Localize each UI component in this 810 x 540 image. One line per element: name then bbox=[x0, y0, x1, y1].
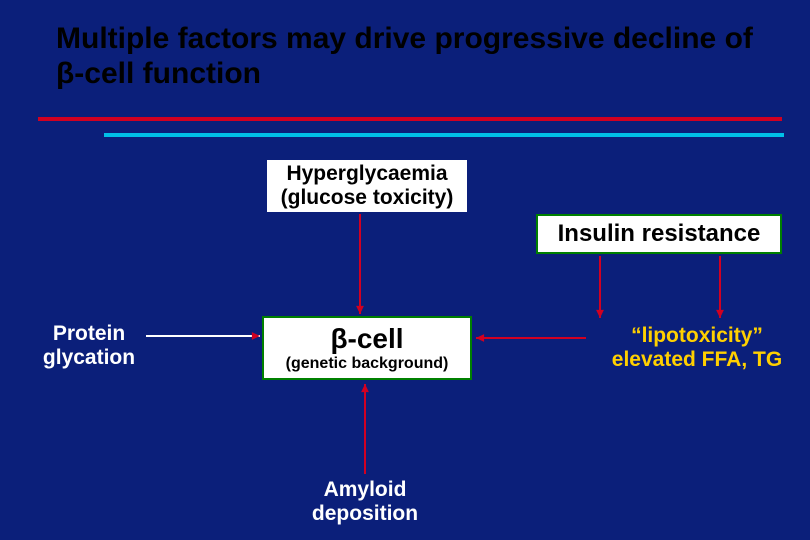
node-beta-cell: β-cell (genetic background) bbox=[262, 316, 472, 380]
node-protein-glycation: Protein glycation bbox=[34, 322, 144, 370]
rule-red bbox=[38, 117, 782, 121]
node-hyperglycaemia: Hyperglycaemia (glucose toxicity) bbox=[267, 160, 467, 212]
node-amyloid-line1: Amyloid bbox=[300, 478, 430, 502]
node-protein-line1: Protein bbox=[34, 322, 144, 346]
node-beta-cell-line2: (genetic background) bbox=[286, 355, 449, 373]
node-insulin-resistance-text: Insulin resistance bbox=[558, 220, 761, 248]
node-insulin-resistance: Insulin resistance bbox=[536, 214, 782, 254]
slide: Multiple factors may drive progressive d… bbox=[0, 0, 810, 540]
node-protein-line2: glycation bbox=[34, 346, 144, 370]
rule-cyan bbox=[104, 133, 784, 137]
node-amyloid-line2: deposition bbox=[300, 502, 430, 526]
node-hyperglycaemia-line1: Hyperglycaemia bbox=[286, 162, 447, 186]
node-amyloid: Amyloid deposition bbox=[300, 478, 430, 526]
node-hyperglycaemia-line2: (glucose toxicity) bbox=[281, 186, 454, 210]
node-beta-cell-line1: β-cell bbox=[330, 323, 403, 355]
node-lipotoxicity: “lipotoxicity” elevated FFA, TG bbox=[592, 324, 802, 372]
slide-title: Multiple factors may drive progressive d… bbox=[56, 22, 756, 91]
node-lipo-line2: elevated FFA, TG bbox=[592, 348, 802, 372]
node-lipo-line1: “lipotoxicity” bbox=[592, 324, 802, 348]
